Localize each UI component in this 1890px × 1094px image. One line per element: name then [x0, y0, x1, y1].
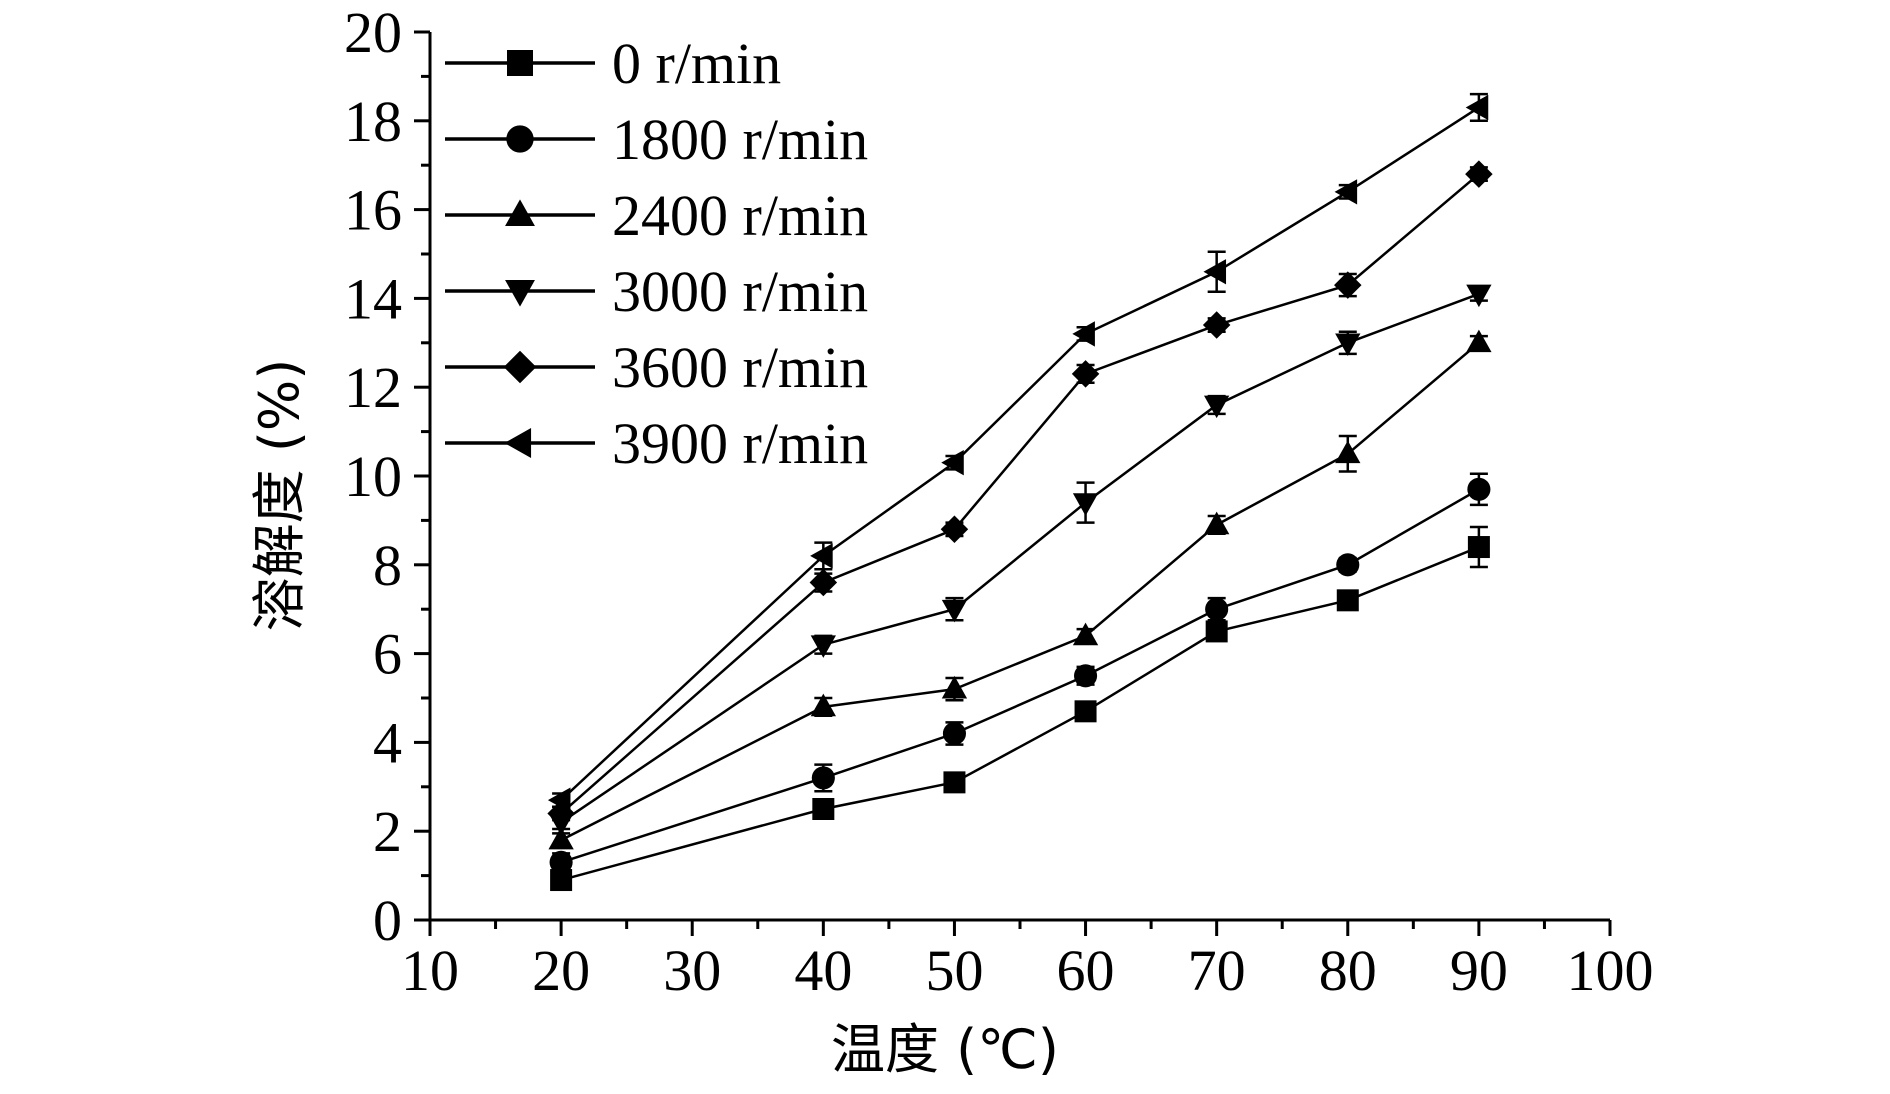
legend-item-3: 2400 r/min: [445, 183, 868, 248]
data-point: [1466, 329, 1492, 353]
data-point: [943, 771, 966, 794]
data-point: [1467, 477, 1491, 501]
data-point: [1466, 284, 1492, 308]
series-3: [548, 329, 1492, 850]
data-point: [1336, 553, 1360, 577]
legend: 0 r/min 1800 r/min 2400 r/min 3000 r/min 360…: [445, 31, 868, 476]
y-axis-title: 溶解度 (%): [248, 359, 311, 632]
legend-label: 3000 r/min: [612, 259, 868, 324]
x-tick-label: 30: [663, 938, 721, 1003]
y-tick-label: 6: [373, 622, 402, 687]
legend-marker: [506, 125, 534, 153]
data-point: [1335, 440, 1361, 464]
axes: 10 20 30 40 50 60 70 80 90 100 0 2 4 6 8 10 12 14 16 18 20: [344, 0, 1654, 1003]
data-point: [941, 450, 964, 476]
data-point: [549, 850, 573, 874]
data-point: [1072, 622, 1099, 646]
data-point: [1202, 311, 1231, 339]
legend-item-5: 3600 r/min: [445, 335, 868, 400]
data-point: [1334, 271, 1362, 299]
data-point: [1465, 160, 1493, 188]
y-tick-label: 2: [373, 799, 402, 864]
y-tick-label: 16: [344, 178, 402, 243]
series-1: [550, 525, 1490, 892]
data-point: [1205, 597, 1229, 621]
legend-label: 3900 r/min: [612, 411, 868, 476]
data-point: [547, 787, 571, 813]
legend-item-2: 1800 r/min: [445, 107, 868, 172]
y-tick-label: 10: [344, 444, 402, 509]
data-point: [548, 826, 574, 850]
data-point: [811, 766, 835, 790]
data-point: [1074, 664, 1098, 688]
series-2: [549, 472, 1491, 874]
y-tick-label: 0: [373, 888, 402, 953]
y-tick-label: 4: [373, 710, 402, 775]
data-point: [1467, 536, 1490, 559]
data-point: [1465, 94, 1489, 121]
data-point: [810, 543, 833, 569]
x-tick-label: 50: [925, 938, 983, 1003]
legend-item-6: 3900 r/min: [445, 411, 868, 476]
data-point: [1204, 395, 1230, 419]
data-point: [1074, 700, 1097, 723]
x-axis-title: 温度 (℃): [831, 1018, 1059, 1081]
data-point: [812, 798, 835, 820]
x-tick-label: 80: [1319, 938, 1377, 1003]
legend-marker: [503, 350, 537, 384]
data-point: [1334, 179, 1358, 205]
series-6: [547, 92, 1489, 813]
data-point: [810, 693, 836, 717]
legend-item-4: 3000 r/min: [445, 259, 868, 324]
x-tick-label: 100: [1567, 938, 1654, 1003]
data-point: [1335, 333, 1361, 356]
legend-marker: [505, 199, 535, 227]
data-point: [1205, 620, 1228, 643]
data-point: [940, 515, 969, 544]
y-tick-label: 12: [344, 355, 402, 420]
y-tick-label: 8: [373, 533, 402, 598]
legend-marker: [507, 50, 533, 76]
x-tick-label: 70: [1188, 938, 1246, 1003]
y-tick-label: 20: [344, 0, 402, 65]
data-point: [1072, 321, 1095, 347]
legend-label: 2400 r/min: [612, 183, 868, 248]
data-point: [1204, 511, 1230, 535]
x-tick-label: 90: [1450, 938, 1508, 1003]
data-point: [810, 635, 836, 658]
data-point: [941, 675, 968, 699]
legend-marker: [504, 428, 532, 458]
y-tick-label: 18: [344, 89, 402, 154]
series-5: [547, 160, 1493, 828]
data-point: [809, 568, 838, 597]
x-tick-label: 10: [401, 938, 459, 1003]
legend-label: 3600 r/min: [612, 335, 868, 400]
series-line: [560, 488, 1480, 864]
data-point: [1071, 360, 1100, 388]
x-tick-label: 20: [532, 938, 590, 1003]
data-point: [1336, 589, 1359, 612]
x-tick-label: 40: [794, 938, 852, 1003]
data-point: [941, 599, 968, 623]
legend-label: 1800 r/min: [612, 107, 868, 172]
data-point: [1072, 493, 1099, 516]
legend-marker: [505, 279, 535, 307]
series-layer: [547, 92, 1493, 892]
legend-label: 0 r/min: [612, 31, 781, 96]
data-point: [1203, 259, 1227, 285]
x-tick-label: 60: [1057, 938, 1115, 1003]
data-point: [942, 721, 966, 746]
legend-item-1: 0 r/min: [445, 31, 781, 96]
data-point: [550, 869, 573, 892]
y-tick-label: 14: [344, 266, 402, 331]
